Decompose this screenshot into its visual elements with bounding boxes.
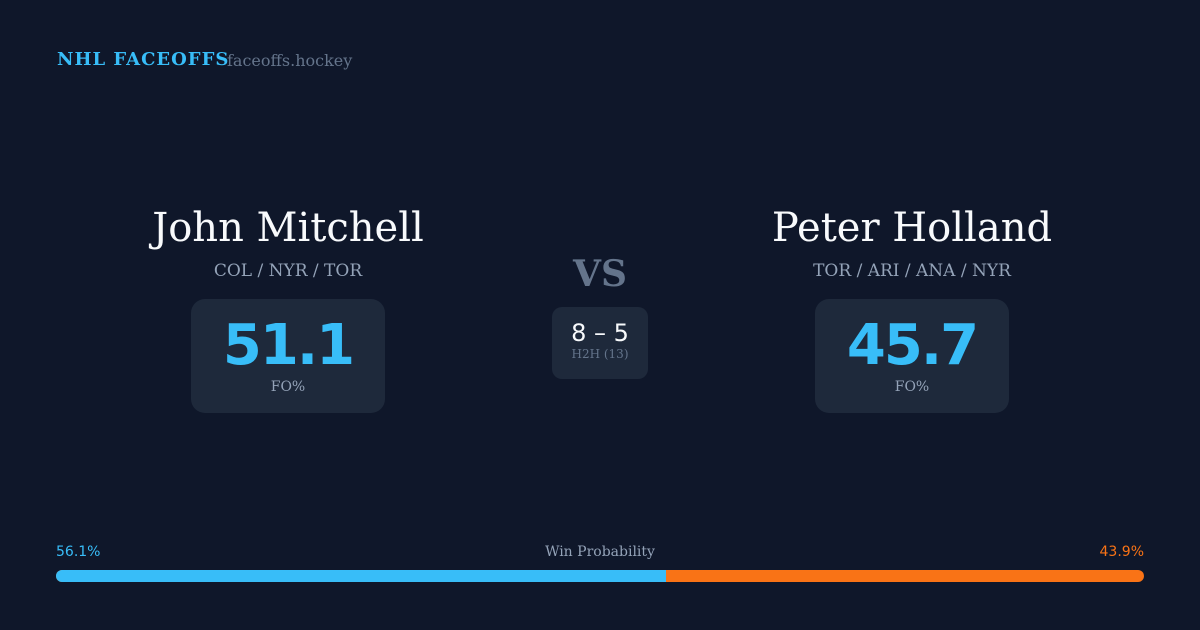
site-url: faceoffs.hockey xyxy=(227,51,353,70)
player-name: Peter Holland xyxy=(771,205,1053,251)
win-right: 43.9% xyxy=(1099,544,1144,560)
player-right: Peter Holland TOR / ARI / ANA / NYR 45.7… xyxy=(662,205,1162,413)
brand-title: NHL FACEOFFS xyxy=(57,49,230,70)
player-teams: TOR / ARI / ANA / NYR xyxy=(813,261,1011,281)
win-label: Win Probability xyxy=(545,544,655,560)
h2h-label: H2H (13) xyxy=(571,347,629,361)
fo-value: 51.1 xyxy=(222,313,355,378)
win-left: 56.1% xyxy=(56,544,101,560)
win-probability-bar xyxy=(56,570,1144,582)
h2h-score: 8 – 5 xyxy=(571,319,629,347)
fo-card: 51.1 FO% xyxy=(190,299,386,413)
player-name: John Mitchell xyxy=(152,205,424,251)
vs-label: VS xyxy=(573,253,627,295)
fo-value: 45.7 xyxy=(846,313,979,378)
fo-card: 45.7 FO% xyxy=(814,299,1010,413)
player-teams: COL / NYR / TOR xyxy=(213,261,363,281)
player-left: John Mitchell COL / NYR / TOR 51.1 FO% xyxy=(38,205,538,413)
h2h-card: 8 – 5 H2H (13) xyxy=(552,307,648,379)
win-probability-fill xyxy=(56,570,667,582)
fo-label: FO% xyxy=(894,379,930,395)
fo-label: FO% xyxy=(270,379,306,395)
